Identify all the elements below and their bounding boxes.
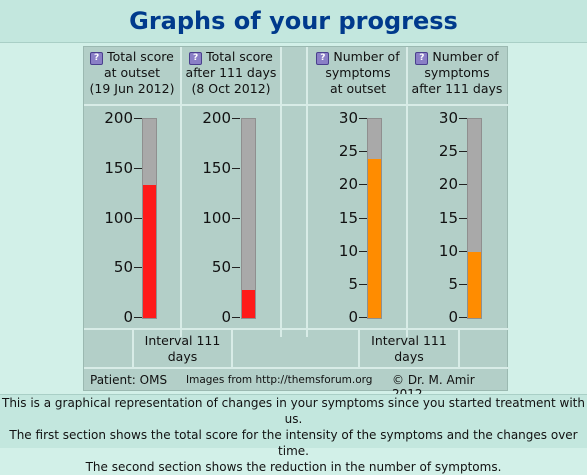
gauge-fill	[242, 290, 255, 318]
tick-label: 50	[211, 258, 231, 277]
tick-mark	[459, 184, 467, 186]
description-line: The second section shows the reduction i…	[85, 460, 502, 474]
tick-mark	[134, 167, 142, 169]
tick-label: 200	[202, 109, 231, 127]
tick-label: 15	[338, 208, 358, 227]
tick-mark	[134, 118, 142, 119]
help-icon[interactable]: ?	[90, 52, 104, 65]
tick-mark	[134, 317, 142, 318]
tick-mark	[459, 151, 467, 153]
tick-label: 100	[202, 208, 231, 227]
header-total-score-after: ? Total score after 111 days (8 Oct 2012)	[185, 49, 277, 96]
tick-label: 30	[338, 109, 358, 127]
tick-mark	[459, 283, 467, 285]
gauge-tube	[241, 118, 256, 319]
help-icon[interactable]: ?	[316, 52, 330, 65]
tick-mark	[232, 118, 240, 119]
divider	[458, 330, 460, 367]
divider	[84, 104, 509, 106]
interval-label: Interval 111 days	[144, 333, 221, 364]
tick-label: 10	[338, 241, 358, 260]
tick-mark	[359, 118, 367, 119]
tick-mark	[459, 118, 467, 119]
gauge-fill	[368, 158, 381, 318]
progress-panel: ? Total score at outset (19 Jun 2012) ? To…	[83, 46, 509, 401]
interval-label: Interval 111 days	[371, 333, 447, 364]
tick-mark	[359, 151, 367, 153]
divider	[280, 47, 282, 337]
tick-label: 100	[104, 208, 133, 227]
divider	[306, 47, 308, 337]
divider	[84, 328, 509, 330]
tick-label: 5	[348, 274, 358, 293]
tick-label: 150	[202, 158, 231, 177]
tick-label: 0	[448, 308, 458, 326]
tick-mark	[459, 317, 467, 318]
tick-mark	[359, 250, 367, 252]
tick-label: 15	[438, 208, 458, 227]
divider	[406, 47, 408, 337]
divider	[358, 330, 360, 367]
tick-label: 25	[438, 142, 458, 161]
gauge-fill	[468, 251, 481, 318]
tick-mark	[232, 167, 240, 169]
description-line: The first section shows the total score …	[9, 428, 578, 458]
tick-label: 50	[113, 258, 133, 277]
divider	[231, 330, 233, 367]
page-title: Graphs of your progress	[0, 0, 587, 43]
tick-label: 25	[338, 142, 358, 161]
tick-mark	[359, 283, 367, 285]
header-symptoms-after: ? Number of symptoms after 111 days	[411, 49, 503, 96]
tick-mark	[134, 267, 142, 269]
patient-label: Patient: OMS	[90, 373, 168, 387]
tick-label: 150	[104, 158, 133, 177]
gauge-tube	[142, 118, 157, 319]
tick-mark	[359, 184, 367, 186]
header-symptoms-outset: ? Number of symptoms at outset	[310, 49, 406, 103]
tick-mark	[232, 267, 240, 269]
help-icon[interactable]: ?	[189, 52, 203, 65]
tick-mark	[459, 250, 467, 252]
tick-label: 5	[448, 274, 458, 293]
tick-label: 200	[104, 109, 133, 127]
header-total-score-outset: ? Total score at outset (19 Jun 2012)	[89, 49, 175, 96]
tick-label: 20	[338, 175, 358, 194]
tick-label: 30	[438, 109, 458, 127]
tick-mark	[232, 317, 240, 318]
divider	[180, 47, 182, 337]
tick-mark	[359, 217, 367, 219]
tick-label: 20	[438, 175, 458, 194]
tick-label: 0	[221, 308, 231, 326]
tick-label: 0	[123, 308, 133, 326]
tick-mark	[459, 217, 467, 219]
tick-mark	[232, 217, 240, 219]
description: This is a graphical representation of ch…	[0, 394, 587, 474]
help-icon[interactable]: ?	[415, 52, 429, 65]
divider	[132, 330, 134, 367]
gauge-tube	[367, 118, 382, 319]
tick-mark	[134, 217, 142, 219]
gauge-tube	[467, 118, 482, 319]
tick-label: 10	[438, 241, 458, 260]
images-credit: Images from http://themsforum.org	[186, 374, 373, 386]
description-line: This is a graphical representation of ch…	[2, 396, 585, 426]
gauge-fill	[143, 184, 156, 318]
tick-mark	[359, 317, 367, 318]
tick-label: 0	[348, 308, 358, 326]
divider	[84, 367, 509, 369]
